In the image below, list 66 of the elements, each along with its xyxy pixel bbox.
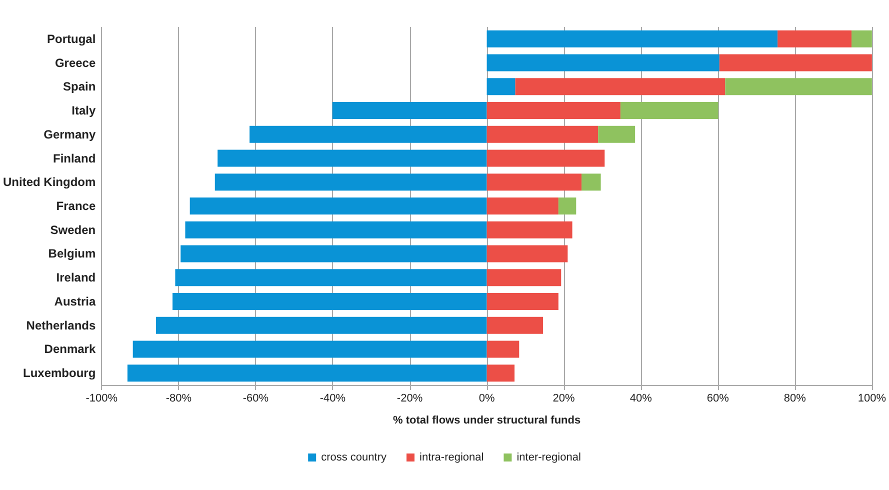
bar [725, 78, 872, 96]
bar [486, 54, 720, 72]
bar [190, 198, 487, 214]
x-tick-label: 80% [784, 392, 806, 404]
bar [486, 221, 572, 238]
bar [486, 245, 568, 262]
bar [332, 102, 487, 120]
bar [486, 150, 605, 167]
bar [486, 102, 620, 120]
x-tick-label: -40% [320, 392, 346, 404]
x-tick-label: 40% [630, 392, 652, 404]
bar [127, 364, 487, 382]
bar [486, 78, 516, 96]
x-tick-label: -20% [396, 392, 423, 404]
x-tick-label: -60% [242, 392, 269, 404]
x-tick-label: 60% [706, 392, 730, 404]
y-tick-label: Belgium [48, 246, 96, 261]
y-tick-label: Luxembourg [22, 366, 96, 380]
bar [558, 198, 576, 214]
y-tick-label: Greece [54, 56, 96, 70]
bar [185, 221, 487, 238]
y-tick-label: Austria [54, 294, 96, 308]
y-tick-label: Germany [44, 127, 96, 142]
bar [172, 292, 487, 310]
bar [486, 269, 562, 286]
y-tick-label: Netherlands [26, 318, 96, 332]
bar [515, 78, 726, 96]
bar [214, 174, 487, 191]
bar [132, 340, 487, 358]
bar [486, 340, 520, 358]
legend-label: intra-regional [420, 452, 484, 464]
bar [486, 198, 558, 214]
bar [156, 316, 487, 334]
bar [598, 126, 636, 143]
bar [180, 245, 487, 262]
bar [250, 126, 487, 143]
y-tick-label: Denmark [44, 342, 96, 356]
y-tick-label: Sweden [50, 222, 96, 237]
y-tick-label: Italy [72, 104, 96, 118]
bar [620, 102, 718, 120]
bar [582, 174, 601, 191]
bar [778, 30, 852, 48]
x-tick-label: -80% [166, 392, 192, 404]
y-tick-label: Spain [62, 80, 96, 94]
bar [719, 54, 872, 72]
x-axis-title: % total flows under structural funds [392, 414, 581, 426]
y-tick-label: France [56, 199, 96, 213]
bar [486, 30, 778, 48]
bar [486, 364, 515, 382]
x-tick-label: 0% [478, 392, 495, 404]
legend-label: cross country [321, 452, 388, 464]
bar [852, 30, 872, 48]
y-tick-label: Ireland [56, 270, 96, 285]
bar [175, 269, 487, 286]
legend-label: inter-regional [516, 452, 581, 464]
x-tick-label: 20% [552, 392, 576, 404]
y-tick-label: Portugal [46, 32, 96, 46]
bar [486, 316, 544, 334]
x-tick-label: -100% [86, 392, 118, 404]
bar [486, 126, 598, 143]
x-tick-label: 100% [858, 392, 886, 404]
bar [486, 174, 582, 191]
y-tick-label: Finland [52, 151, 96, 166]
y-tick-label: United Kingdom [3, 175, 96, 190]
bar [486, 292, 558, 310]
bar [218, 150, 487, 167]
